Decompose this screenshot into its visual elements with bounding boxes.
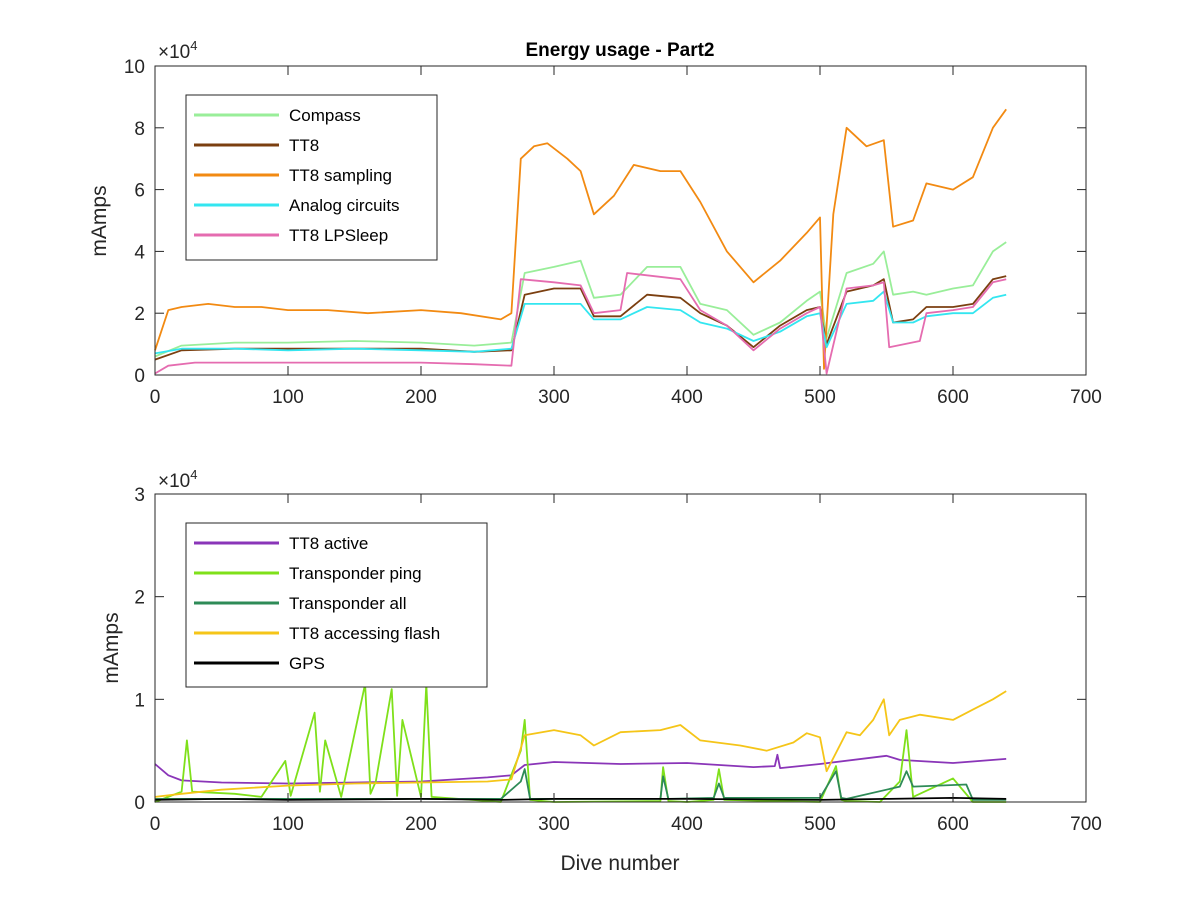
- series-line-tt8-lpsleep: [154, 272, 1007, 375]
- y-tick-label: 0: [134, 366, 145, 387]
- x-axis-ticks: 0 100 200 300 400 500 600 700: [150, 66, 1102, 408]
- plot-area: [154, 108, 1007, 375]
- x-tick-label: 100: [272, 387, 304, 408]
- y-tick-label: 1: [134, 690, 145, 711]
- series-line-tt8-active: [154, 753, 1007, 785]
- legend-label: TT8 sampling: [289, 166, 392, 185]
- x-tick-label: 200: [405, 387, 437, 408]
- legend-label: Transponder ping: [289, 564, 422, 583]
- x-tick-label: 500: [804, 387, 836, 408]
- x-tick-label: 300: [538, 814, 570, 835]
- legend-label: Analog circuits: [289, 196, 400, 215]
- series-line-transponder-ping: [154, 683, 1007, 803]
- series-line-transponder-all: [155, 768, 1007, 801]
- axes-frame: [154, 493, 1087, 803]
- series-line-analog-circuits: [154, 290, 1007, 355]
- x-tick-label: 400: [671, 387, 703, 408]
- axes-frame: [154, 65, 1087, 376]
- chart-title: Energy usage - Part2: [525, 40, 714, 61]
- y-tick-label: 4: [134, 242, 145, 263]
- y-tick-label: 8: [134, 119, 145, 140]
- series-line-tt8-accessing-flash: [154, 690, 1007, 798]
- legend-box: [185, 94, 438, 261]
- plot-area: [154, 683, 1007, 803]
- legend-label: TT8 LPSleep: [289, 226, 388, 245]
- legend-box: [185, 522, 488, 688]
- x-tick-label: 700: [1070, 387, 1102, 408]
- x-tick-label: 400: [671, 814, 703, 835]
- legend-label: TT8 accessing flash: [289, 624, 440, 643]
- series-line-compass: [154, 241, 1007, 358]
- exponent-label: ×104: [158, 38, 197, 63]
- x-tick-label: 700: [1070, 814, 1102, 835]
- y-axis-ticks: 0 2 4 6 8 10: [124, 57, 1086, 387]
- x-tick-label: 600: [937, 387, 969, 408]
- bottom-chart: 0 100 200 300 400 500 600 700 0 1 2 3 ×104 mAmps D…: [100, 467, 1102, 875]
- legend-label: TT8 active: [289, 534, 368, 553]
- series-line-tt8: [154, 275, 1007, 361]
- x-tick-label: 0: [150, 814, 161, 835]
- y-tick-label: 3: [134, 485, 145, 506]
- y-tick-label: 6: [134, 181, 145, 202]
- y-axis-ticks: 0 1 2 3: [134, 485, 1086, 814]
- legend-label: GPS: [289, 654, 325, 673]
- y-tick-label: 2: [134, 588, 145, 609]
- y-tick-label: 2: [134, 304, 145, 325]
- legend-label: TT8: [289, 136, 319, 155]
- x-tick-label: 300: [538, 387, 570, 408]
- top-chart: Energy usage - Part2 0 100 200 300 400 500 600…: [88, 38, 1102, 408]
- x-tick-label: 0: [150, 387, 161, 408]
- x-axis-ticks: 0 100 200 300 400 500 600 700: [150, 494, 1102, 835]
- y-tick-label: 0: [134, 793, 145, 814]
- exponent-label: ×104: [158, 467, 197, 492]
- x-tick-label: 500: [804, 814, 836, 835]
- legend-label: Transponder all: [289, 594, 407, 613]
- x-tick-label: 600: [937, 814, 969, 835]
- y-axis-label: mAmps: [88, 185, 111, 256]
- x-axis-label: Dive number: [560, 852, 679, 875]
- y-axis-label: mAmps: [100, 612, 123, 683]
- series-line-tt8-sampling: [154, 108, 1007, 370]
- legend-label: Compass: [289, 106, 361, 125]
- x-tick-label: 200: [405, 814, 437, 835]
- legend: Compass TT8 TT8 sampling Analog circuits TT8…: [185, 94, 438, 261]
- y-tick-label: 10: [124, 57, 145, 78]
- legend: TT8 active Transponder ping Transponder al…: [185, 522, 488, 688]
- x-tick-label: 100: [272, 814, 304, 835]
